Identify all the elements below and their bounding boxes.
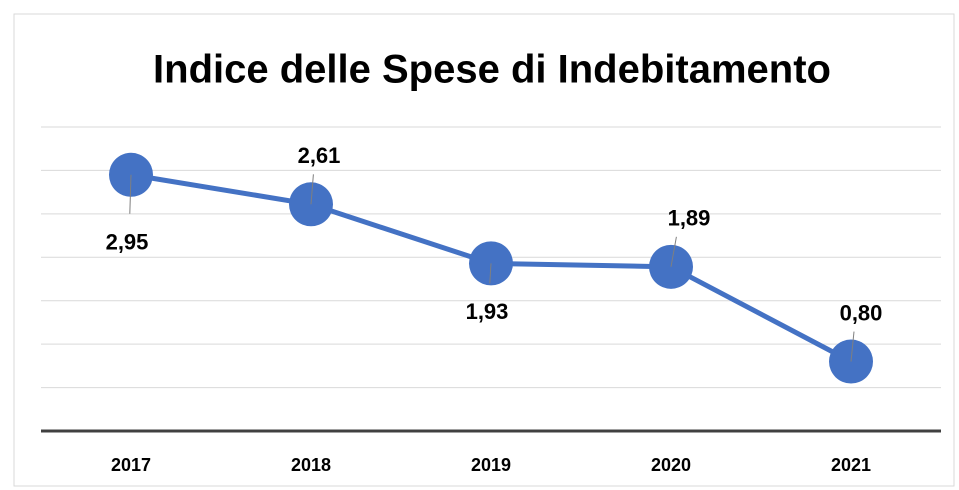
data-label: 2,61 bbox=[298, 143, 341, 168]
data-label: 1,93 bbox=[466, 299, 509, 324]
leader-line bbox=[310, 174, 314, 205]
x-tick-label: 2019 bbox=[471, 455, 511, 475]
leader-line bbox=[129, 174, 132, 214]
x-tick-label: 2020 bbox=[651, 455, 691, 475]
leader-line bbox=[489, 263, 492, 284]
x-tick-label: 2021 bbox=[831, 455, 871, 475]
leader-line bbox=[670, 236, 677, 267]
chart-title: Indice delle Spese di Indebitamento bbox=[153, 48, 831, 92]
x-tick-label: 2017 bbox=[111, 455, 151, 475]
data-label: 2,95 bbox=[106, 230, 149, 255]
data-label: 1,89 bbox=[668, 206, 711, 231]
data-label: 0,80 bbox=[840, 300, 883, 325]
leader-line bbox=[850, 331, 855, 362]
x-tick-label: 2018 bbox=[291, 455, 331, 475]
